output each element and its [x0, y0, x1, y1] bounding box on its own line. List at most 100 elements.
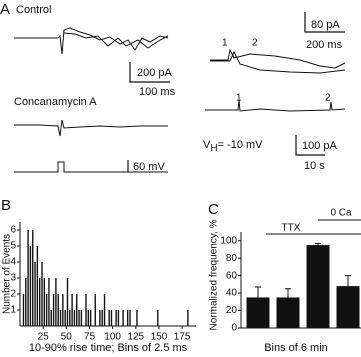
- bar: [32, 230, 34, 326]
- bar: [27, 230, 29, 326]
- bar: [336, 286, 360, 328]
- trace: [63, 32, 169, 49]
- x-axis-label: 10-90% rise time; Bins of 2.5 ms: [29, 342, 188, 354]
- bar: [78, 310, 80, 326]
- error-bar: [345, 275, 351, 297]
- bar: [115, 310, 117, 326]
- bar: [276, 297, 300, 328]
- bar: [25, 278, 27, 326]
- y-tick-label: 20: [226, 305, 238, 316]
- bar: [129, 310, 131, 326]
- voltage-step: [14, 161, 168, 173]
- trace: [205, 99, 346, 112]
- bar: [34, 262, 36, 326]
- x-axis-label: Bins of 6 min: [264, 342, 328, 354]
- scale-label: 200 ms: [306, 39, 343, 51]
- event-label: 2: [252, 38, 258, 49]
- event-label: 1: [236, 93, 242, 104]
- holding-label: VH= -10 mV: [203, 139, 263, 154]
- bar: [108, 310, 110, 326]
- bar: [85, 294, 87, 326]
- x-tick-label: 150: [151, 332, 168, 343]
- x-tick-label: 175: [174, 332, 191, 343]
- bar: [246, 297, 270, 328]
- y-tick-label: 100: [220, 235, 237, 246]
- x-tick-label: 75: [84, 332, 96, 343]
- scale-bar: [295, 135, 325, 156]
- y-tick-label: 0: [231, 323, 237, 334]
- bar: [306, 245, 330, 328]
- scale-label: 200 pA: [137, 67, 173, 79]
- bar: [36, 246, 39, 326]
- scale-label: 80 pA: [311, 19, 340, 31]
- scale-label: 100 ms: [139, 86, 176, 98]
- bar: [48, 278, 50, 326]
- bar: [94, 294, 96, 326]
- trace: [210, 50, 346, 74]
- event-label: 2: [325, 93, 331, 104]
- bar: [126, 310, 129, 326]
- bar: [136, 310, 138, 326]
- bar: [50, 310, 52, 326]
- panel-letter: C: [208, 201, 219, 218]
- y-tick-label: 6: [10, 225, 16, 236]
- trace: [14, 119, 168, 137]
- bar: [52, 294, 55, 326]
- bar: [187, 310, 189, 326]
- annotation: TTX: [282, 223, 301, 234]
- bar: [80, 310, 83, 326]
- bar: [59, 310, 62, 326]
- bar: [57, 294, 59, 326]
- trace: [14, 27, 169, 55]
- bar: [41, 262, 43, 326]
- y-tick-label: 60: [226, 270, 238, 281]
- trace: [210, 48, 346, 69]
- bar: [122, 310, 124, 326]
- error-bar: [315, 242, 321, 247]
- scale-label: 60 mV: [133, 161, 165, 173]
- y-tick-label: 3: [10, 273, 16, 284]
- scale-bar: [129, 62, 170, 83]
- scale-bar: [304, 12, 345, 33]
- bar: [87, 310, 90, 326]
- y-tick-label: 80: [226, 253, 238, 264]
- bar: [69, 310, 71, 326]
- bar: [73, 310, 76, 326]
- bar: [89, 310, 92, 326]
- bar: [117, 310, 120, 326]
- scale-label: 100 pA: [302, 140, 338, 152]
- panel-letter: A: [0, 1, 10, 18]
- bar: [22, 294, 25, 326]
- y-tick-label: 40: [226, 288, 238, 299]
- bar: [55, 278, 57, 326]
- annotation: 0 Ca: [330, 208, 352, 219]
- y-tick-label: 2: [10, 289, 16, 300]
- bar: [29, 246, 32, 326]
- bar: [64, 310, 66, 326]
- y-tick-label: 1: [10, 305, 16, 316]
- y-axis-label: Normalized frequency, %: [209, 219, 220, 330]
- condition-label: Concanamycin A: [14, 96, 97, 108]
- bar: [110, 310, 113, 326]
- bar: [45, 294, 48, 326]
- bar: [101, 310, 103, 326]
- x-tick-label: 125: [127, 332, 144, 343]
- bar: [66, 278, 69, 326]
- event-label: 1: [222, 38, 228, 49]
- bar: [43, 278, 46, 326]
- error-bar: [255, 286, 261, 308]
- y-tick-label: 4: [10, 257, 16, 268]
- scale-label: 10 s: [304, 160, 325, 172]
- bar: [157, 310, 159, 326]
- bar: [71, 294, 73, 326]
- error-bar: [285, 288, 291, 307]
- x-tick-label: 50: [61, 332, 73, 343]
- x-tick-label: 25: [38, 332, 50, 343]
- bar: [76, 294, 78, 326]
- panel-letter: B: [1, 197, 11, 214]
- bar: [62, 294, 64, 326]
- y-tick-label: 5: [10, 241, 16, 252]
- bar: [103, 294, 106, 326]
- bar: [99, 310, 101, 326]
